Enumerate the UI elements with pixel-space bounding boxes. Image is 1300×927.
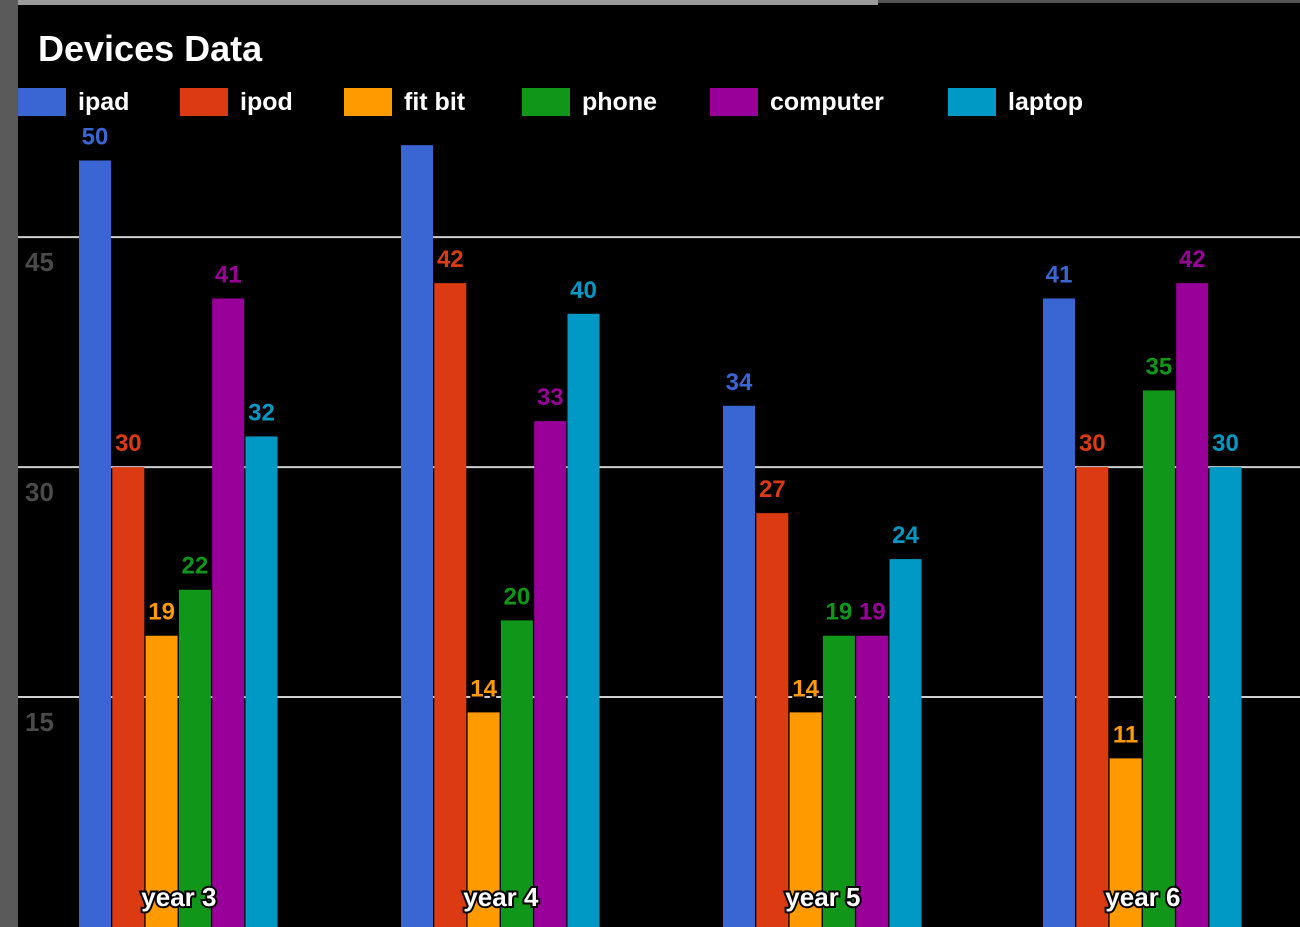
data-label: 20: [504, 583, 531, 610]
bar: [145, 635, 178, 927]
data-label: 41: [215, 261, 242, 288]
bar: [1043, 298, 1075, 927]
data-label: 42: [437, 246, 464, 273]
data-label: 33: [537, 384, 564, 411]
bar: [756, 513, 789, 927]
y-tick-label: 30: [25, 477, 54, 507]
legend-item: ipad: [18, 86, 129, 118]
data-label: 50: [82, 124, 109, 151]
x-category-label: year 4: [463, 882, 539, 912]
legend-label: computer: [770, 87, 884, 116]
legend-item: fit bit: [344, 86, 465, 118]
data-label: 30: [1212, 430, 1239, 457]
data-label: 35: [1146, 353, 1173, 380]
data-label: 11: [1113, 721, 1138, 748]
legend-swatch: [948, 88, 996, 116]
bar: [822, 635, 855, 927]
bar: [534, 421, 567, 927]
bar: [79, 160, 111, 927]
data-label: 40: [570, 277, 597, 304]
x-category-label: year 6: [1105, 882, 1180, 912]
y-tick-label: 15: [25, 707, 54, 737]
top-edge-bar: [18, 0, 878, 5]
left-edge-bar: [0, 0, 18, 927]
legend-label: fit bit: [404, 87, 466, 116]
data-label: 19: [148, 599, 175, 626]
bar: [1142, 390, 1175, 927]
x-category-label: year 3: [141, 882, 216, 912]
bar: [567, 313, 600, 927]
bar: [889, 559, 922, 927]
data-label: 34: [726, 369, 753, 396]
legend-item: phone: [522, 86, 657, 118]
data-label: 27: [759, 476, 786, 503]
y-tick-label: 45: [25, 247, 54, 277]
legend-swatch: [710, 88, 758, 116]
legend-swatch: [344, 88, 392, 116]
legend-item: computer: [710, 86, 884, 118]
data-label: 14: [792, 675, 819, 702]
bar: [1109, 758, 1142, 927]
data-label: 32: [248, 399, 275, 426]
legend-label: laptop: [1008, 87, 1083, 116]
data-label: 19: [826, 599, 853, 626]
data-label: 41: [1046, 261, 1073, 288]
bar: [467, 712, 500, 927]
data-label: 14: [470, 675, 497, 702]
data-label: 30: [1079, 430, 1106, 457]
bar: [178, 589, 211, 927]
legend-swatch: [180, 88, 228, 116]
legend-label: ipod: [240, 87, 293, 116]
data-label: 19: [859, 599, 886, 626]
legend-item: laptop: [948, 86, 1083, 118]
bar: [245, 436, 278, 927]
data-label: 24: [892, 522, 919, 549]
bar: [856, 635, 889, 927]
legend-label: ipad: [78, 87, 130, 116]
x-category-label: year 5: [785, 882, 860, 912]
bar: [212, 298, 245, 927]
legend-swatch: [18, 88, 66, 116]
data-label: 30: [115, 430, 142, 457]
bar: [112, 467, 145, 927]
data-label: 22: [182, 553, 209, 580]
legend-label: phone: [582, 87, 657, 116]
chart-legend: ipad ipod fit bit phone computer laptop: [18, 86, 1300, 118]
data-label: 42: [1179, 246, 1206, 273]
bar: [1209, 467, 1242, 927]
bar: [723, 405, 755, 927]
bar: [1076, 467, 1109, 927]
bar: [434, 283, 467, 927]
legend-item: ipod: [180, 86, 293, 118]
chart-title: Devices Data: [38, 28, 263, 69]
bar: [401, 145, 433, 927]
bar: [500, 620, 533, 927]
legend-swatch: [522, 88, 570, 116]
bar: [789, 712, 822, 927]
top-edge-bar-right: [878, 0, 1300, 3]
bar: [1176, 283, 1209, 927]
